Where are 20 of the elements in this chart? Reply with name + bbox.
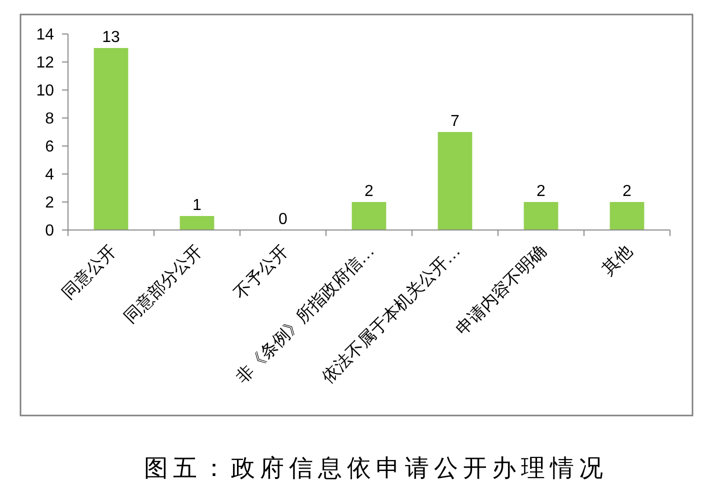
title: 图五：政府信息依申请公开办理情况 — [144, 456, 608, 482]
data-label: 13 — [102, 29, 120, 46]
data-label: 2 — [622, 183, 632, 200]
y-tick-label: 10 — [36, 82, 54, 100]
x-tick-label: 同意部分公开 — [120, 241, 206, 327]
x-tick-label: 同意公开 — [58, 241, 120, 303]
data-label: 0 — [278, 211, 288, 228]
y-tick-label: 6 — [45, 138, 54, 156]
y-tick-label: 8 — [45, 110, 54, 128]
x-tick-label: 其他 — [598, 241, 636, 279]
data-label: 2 — [364, 183, 374, 200]
y-tick-label: 0 — [45, 222, 54, 240]
data-label: 7 — [450, 113, 460, 130]
x-tick-label: 不予公开 — [230, 241, 292, 303]
y-tick-label: 2 — [45, 194, 54, 212]
y-tick-label: 12 — [36, 54, 54, 72]
data-label: 1 — [192, 197, 202, 214]
y-tick-label: 14 — [36, 26, 54, 44]
y-tick-label: 4 — [45, 166, 54, 184]
data-label: 2 — [536, 183, 546, 200]
